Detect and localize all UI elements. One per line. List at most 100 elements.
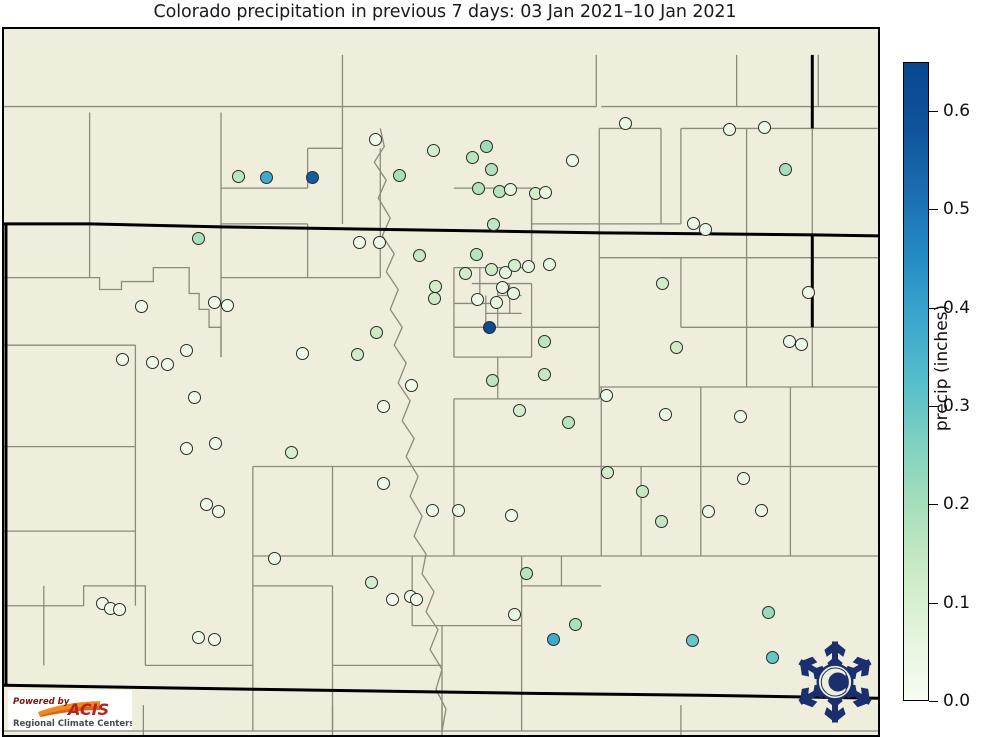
colorbar-tick-mark [929,602,938,604]
station-point [207,632,221,646]
station-point [658,407,672,421]
station-point [782,334,796,348]
page-title: Colorado precipitation in previous 7 day… [153,2,737,22]
county-boundaries [4,54,878,735]
station-point [231,169,245,183]
station-point [465,150,479,164]
station-point [537,367,551,381]
station-point [542,257,556,271]
station-point [495,280,509,294]
station-point [451,503,465,517]
colorbar-tick-label: 0.3 [943,396,971,417]
snowflake-graphic [798,641,872,723]
svg-text:ACIS: ACIS [66,700,109,719]
station-point [484,162,498,176]
station-point [392,168,406,182]
station-point [599,388,613,402]
station-point [489,295,503,309]
station-point [284,445,298,459]
colorbar-tick-label: 0.4 [943,297,971,318]
station-point [568,617,582,631]
station-point [761,605,775,619]
colorbar: 0.6 0.5 0.4 0.3 0.2 0.1 0.0 [903,62,970,711]
colorbar-tick-label: 0.5 [943,199,971,220]
colorado-climate-center-snowflake-icon [793,640,877,724]
station-point [778,162,792,176]
station-point [654,514,668,528]
station-point [368,132,382,146]
station-point [187,390,201,404]
station-point [669,340,683,354]
station-point [145,355,159,369]
station-point [458,266,472,280]
station-point [191,231,205,245]
station-point [134,299,148,313]
station-point [736,471,750,485]
station-point [470,292,484,306]
station-point [207,295,221,309]
station-point [364,575,378,589]
station-point [425,503,439,517]
station-point [486,217,500,231]
acis-logo: Powered by ACIS Regional Climate Centers [8,690,132,730]
colorado-county-map [4,54,878,735]
colorbar-tick-mark [929,406,938,408]
station-point [352,235,366,249]
colorbar-tick-label: 0.1 [943,592,971,613]
station-point [546,632,560,646]
station-point [369,325,383,339]
station-point [199,497,213,511]
station-point [376,476,390,490]
station-point [503,182,517,196]
station-point [538,185,552,199]
station-point [160,357,174,371]
station-point [512,403,526,417]
station-point [765,650,779,664]
station-point [191,630,205,644]
station-point [372,235,386,249]
colorbar-tick-mark [929,504,938,506]
station-point [757,120,771,134]
station-point [115,352,129,366]
station-point [701,504,715,518]
colorbar-tick-mark [929,209,938,211]
svg-text:Powered by: Powered by [13,697,70,707]
station-point [482,320,496,334]
station-point [259,170,273,184]
map-panel [2,27,880,737]
colorbar-tick-mark [929,111,938,113]
colorbar-tick-mark [929,701,938,702]
station-point [686,216,700,230]
station-point [521,259,535,273]
station-point [733,409,747,423]
station-point [618,116,632,130]
station-point [504,508,518,522]
station-point [220,298,234,312]
station-point [112,602,126,616]
station-point [404,378,418,392]
station-point [561,415,575,429]
station-point [385,592,399,606]
station-point [754,503,768,517]
station-point [507,258,521,272]
svg-text:Regional Climate Centers: Regional Climate Centers [13,719,132,729]
colorbar-tick-label: 0.0 [943,691,971,711]
station-point [426,143,440,157]
station-point [519,566,533,580]
station-point [428,279,442,293]
station-point [305,170,319,184]
station-point [409,592,423,606]
station-point [507,607,521,621]
station-point [698,222,712,236]
station-point [685,633,699,647]
station-point [376,399,390,413]
station-point [485,373,499,387]
station-point [179,441,193,455]
station-point [722,122,736,136]
station-point [208,436,222,450]
station-point [635,484,649,498]
station-point [655,276,669,290]
station-point [412,248,426,262]
colorbar-tick-mark [929,307,938,309]
